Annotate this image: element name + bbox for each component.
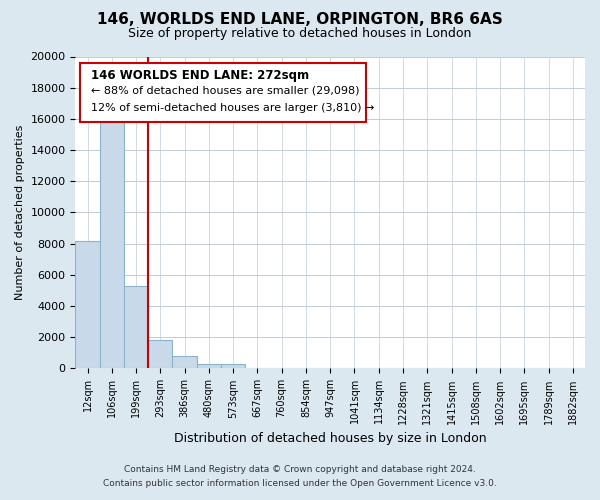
- Text: ← 88% of detached houses are smaller (29,098): ← 88% of detached houses are smaller (29…: [91, 86, 359, 96]
- Bar: [197, 364, 221, 368]
- Text: 146, WORLDS END LANE, ORPINGTON, BR6 6AS: 146, WORLDS END LANE, ORPINGTON, BR6 6AS: [97, 12, 503, 28]
- Bar: [172, 356, 197, 368]
- Bar: [76, 240, 100, 368]
- Text: 146 WORLDS END LANE: 272sqm: 146 WORLDS END LANE: 272sqm: [91, 69, 309, 82]
- Bar: [148, 340, 172, 368]
- Text: Size of property relative to detached houses in London: Size of property relative to detached ho…: [128, 28, 472, 40]
- Text: Contains HM Land Registry data © Crown copyright and database right 2024.
Contai: Contains HM Land Registry data © Crown c…: [103, 466, 497, 487]
- Bar: [80, 62, 366, 122]
- Bar: [124, 286, 148, 368]
- Text: 12% of semi-detached houses are larger (3,810) →: 12% of semi-detached houses are larger (…: [91, 103, 374, 113]
- Y-axis label: Number of detached properties: Number of detached properties: [15, 125, 25, 300]
- X-axis label: Distribution of detached houses by size in London: Distribution of detached houses by size …: [174, 432, 487, 445]
- Bar: [221, 364, 245, 368]
- Bar: [100, 111, 124, 368]
